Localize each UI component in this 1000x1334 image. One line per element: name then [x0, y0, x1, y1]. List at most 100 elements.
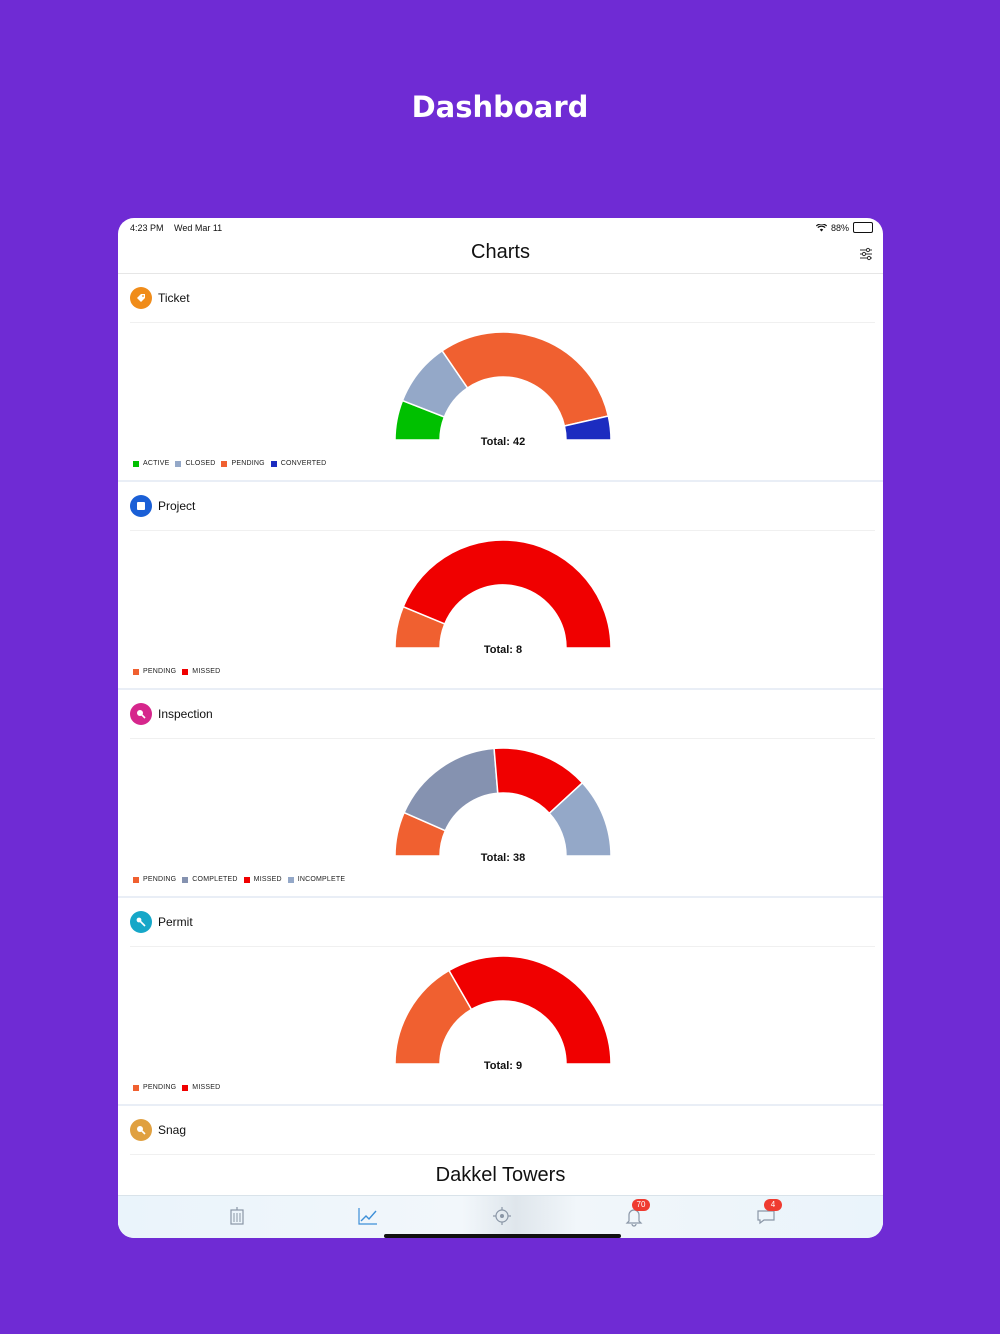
tab-buildings[interactable]	[225, 1204, 249, 1228]
nav-title: Charts	[471, 241, 530, 263]
legend-label: PENDING	[143, 1084, 177, 1091]
card-title: Permit	[158, 915, 193, 929]
gauge-slice-converted	[563, 415, 612, 441]
legend-swatch	[243, 876, 250, 883]
legend-item-pending: PENDING	[133, 1084, 176, 1091]
card-header[interactable]: Snag	[130, 1106, 875, 1155]
building-icon	[230, 1207, 244, 1225]
status-bar: 4:23 PM Wed Mar 11 88%	[118, 218, 883, 238]
legend-item-missed: MISSED	[243, 876, 282, 883]
chart-legend: PENDING COMPLETED MISSED INCOMPLETE	[133, 876, 345, 883]
card-title: Snag	[158, 1123, 187, 1137]
legend-swatch	[182, 1084, 189, 1091]
wifi-icon	[815, 223, 827, 231]
target-icon	[493, 1207, 511, 1225]
search-icon	[130, 1119, 152, 1141]
gauge-slice-incomplete	[548, 781, 612, 857]
legend-label: CLOSED	[185, 460, 216, 467]
site-name: Dakkel Towers	[435, 1164, 566, 1186]
legend-swatch	[133, 1084, 139, 1091]
card-header[interactable]: Inspection	[130, 690, 875, 739]
legend-swatch	[287, 876, 294, 883]
legend-swatch	[182, 668, 189, 675]
legend-item-missed: MISSED	[182, 1084, 220, 1091]
square-icon	[130, 495, 152, 517]
chart-legend: PENDING MISSED	[133, 668, 220, 675]
tab-location[interactable]	[490, 1204, 514, 1228]
legend-swatch	[133, 876, 139, 883]
filter-sliders-icon[interactable]	[859, 247, 873, 261]
key-icon	[130, 911, 152, 933]
card-title: Project	[158, 499, 196, 513]
tab-charts[interactable]	[356, 1204, 380, 1228]
legend-label: MISSED	[192, 1084, 221, 1091]
legend-swatch	[133, 460, 139, 467]
chart-card-ticket[interactable]: Ticket Total: 42 ACTIVE CLOSED PENDING CONV…	[118, 274, 883, 482]
legend-label: PENDING	[143, 876, 177, 883]
status-indicators: 88%	[815, 222, 873, 233]
gauge-slice-pending	[441, 332, 610, 427]
legend-swatch	[270, 460, 277, 467]
chart-card-inspection[interactable]: Inspection Total: 38 PENDING COMPLETED MIS…	[118, 690, 883, 898]
total-label: Total: 8	[483, 644, 523, 656]
tab-bar: 70 4	[118, 1195, 883, 1238]
status-date: Wed Mar 11	[174, 223, 223, 233]
legend-swatch	[133, 668, 139, 675]
legend-item-active: ACTIVE	[133, 460, 169, 467]
message-badge: 4	[764, 1199, 782, 1211]
card-title: Ticket	[158, 291, 190, 305]
tag-icon	[130, 287, 152, 309]
legend-swatch	[221, 460, 228, 467]
status-time: 4:23 PM	[130, 223, 164, 233]
card-header[interactable]: Project	[130, 482, 875, 531]
nav-bar: Charts	[118, 238, 883, 274]
legend-label: ACTIVE	[143, 460, 170, 467]
gauge-chart	[394, 540, 612, 649]
legend-item-pending: PENDING	[221, 460, 265, 467]
chart-legend: PENDING MISSED	[133, 1084, 220, 1091]
tab-messages[interactable]: 4	[754, 1199, 782, 1228]
device-screen: 4:23 PM Wed Mar 11 88% Charts	[118, 218, 883, 1238]
total-label: Total: 38	[480, 852, 526, 864]
battery-icon	[853, 222, 873, 233]
promo-title: Dashboard	[411, 90, 589, 124]
legend-label: INCOMPLETE	[297, 876, 346, 883]
legend-item-incomplete: INCOMPLETE	[287, 876, 346, 883]
notification-badge: 70	[632, 1199, 650, 1211]
chat-icon	[757, 1210, 775, 1225]
card-header[interactable]: Permit	[130, 898, 875, 947]
gauge-slice-missed	[402, 540, 612, 649]
chart-legend: ACTIVE CLOSED PENDING CONVERTED	[133, 460, 326, 467]
legend-label: CONVERTED	[280, 460, 327, 467]
tab-notifications[interactable]: 70	[622, 1199, 650, 1228]
legend-label: PENDING	[143, 668, 177, 675]
legend-swatch	[182, 876, 189, 883]
total-label: Total: 9	[483, 1060, 523, 1072]
gauge-slice-missed	[447, 956, 612, 1065]
card-header[interactable]: Ticket	[130, 274, 875, 323]
legend-item-converted: CONVERTED	[270, 460, 327, 467]
legend-label: MISSED	[192, 668, 221, 675]
search-icon	[130, 703, 152, 725]
chart-card-permit[interactable]: Permit Total: 9 PENDING MISSED	[118, 898, 883, 1106]
card-title: Inspection	[158, 707, 213, 721]
legend-label: PENDING	[231, 460, 265, 467]
charts-list[interactable]: Ticket Total: 42 ACTIVE CLOSED PENDING CONV…	[118, 274, 883, 1226]
legend-item-completed: COMPLETED	[182, 876, 237, 883]
battery-percent: 88%	[830, 222, 849, 233]
legend-swatch	[175, 460, 182, 467]
chart-card-project[interactable]: Project Total: 8 PENDING MISSED	[118, 482, 883, 690]
chart-line-icon	[358, 1208, 377, 1225]
gauge-chart	[394, 748, 612, 857]
gauge-slice-completed	[403, 748, 499, 832]
home-indicator	[384, 1234, 621, 1238]
legend-item-missed: MISSED	[182, 668, 220, 675]
gauge-chart	[394, 956, 612, 1065]
legend-item-pending: PENDING	[133, 876, 176, 883]
legend-item-closed: CLOSED	[175, 460, 215, 467]
total-label: Total: 42	[480, 436, 526, 448]
legend-label: MISSED	[253, 876, 282, 883]
legend-item-pending: PENDING	[133, 668, 176, 675]
gauge-chart	[394, 332, 612, 441]
legend-label: COMPLETED	[192, 876, 238, 883]
